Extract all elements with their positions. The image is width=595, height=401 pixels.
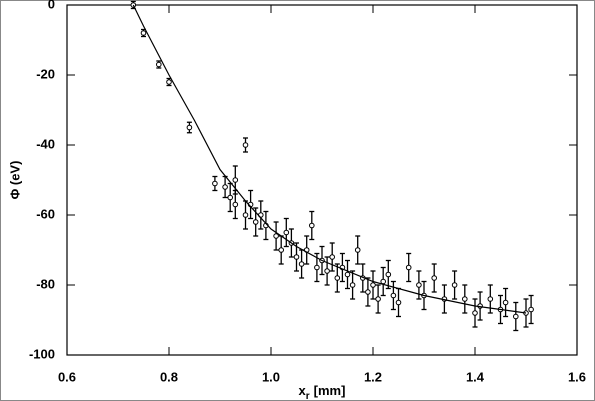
data-point <box>232 201 239 208</box>
x-tick-label: 1.0 <box>262 369 280 384</box>
data-point <box>472 310 478 316</box>
data-point <box>314 264 320 271</box>
data-point <box>222 184 228 190</box>
y-tick-label: -20 <box>36 66 55 81</box>
data-point <box>242 212 249 218</box>
data-point <box>395 299 402 306</box>
data-point <box>334 275 341 281</box>
data-point <box>212 180 218 187</box>
data-point <box>528 306 534 313</box>
data-point <box>278 247 285 253</box>
data-point <box>273 233 279 239</box>
data-point <box>298 261 305 267</box>
data-point <box>166 79 172 85</box>
data-point <box>324 268 330 274</box>
data-point <box>365 289 371 295</box>
y-tick-label: 0 <box>48 0 55 11</box>
data-point <box>252 219 259 225</box>
x-tick-label: 1.4 <box>466 369 485 384</box>
data-point <box>242 142 249 148</box>
x-label-unit: [mm] <box>314 383 346 398</box>
data-point <box>385 271 392 278</box>
y-tick-label: -80 <box>36 276 55 291</box>
data-point <box>502 299 509 306</box>
data-point <box>462 296 468 302</box>
x-label-sub: r <box>306 391 310 401</box>
y-tick-label: -100 <box>29 346 55 361</box>
data-point <box>283 229 290 236</box>
data-point <box>349 282 356 288</box>
data-point <box>329 254 336 260</box>
data-point <box>375 296 381 302</box>
data-point <box>487 296 494 302</box>
data-point <box>513 313 519 320</box>
y-axis-label: Φ (eV) <box>7 161 22 200</box>
x-label-main: x <box>299 383 307 398</box>
data-point <box>156 61 162 68</box>
data-point <box>186 124 193 131</box>
data-point <box>354 247 361 253</box>
data-point <box>293 254 300 260</box>
data-point <box>344 271 351 278</box>
fit-line <box>132 4 527 314</box>
plot-box <box>66 4 578 356</box>
data-point <box>309 222 315 229</box>
x-tick-label: 0.8 <box>160 369 178 384</box>
x-tick-label: 1.6 <box>568 369 586 384</box>
x-axis-label: xr [mm] <box>299 383 346 401</box>
data-point <box>232 177 239 183</box>
data-point <box>380 278 387 285</box>
x-tick-label: 1.2 <box>364 369 382 384</box>
data-point <box>140 30 147 36</box>
data-point <box>390 292 397 299</box>
data-point <box>370 282 376 288</box>
data-point <box>431 275 438 281</box>
data-point <box>451 282 458 288</box>
data-point <box>416 282 422 288</box>
x-tick-label: 0.6 <box>58 369 76 384</box>
data-point <box>227 194 233 201</box>
y-tick-label: -40 <box>36 136 55 151</box>
y-tick-label: -60 <box>36 206 55 221</box>
data-point <box>405 264 412 271</box>
